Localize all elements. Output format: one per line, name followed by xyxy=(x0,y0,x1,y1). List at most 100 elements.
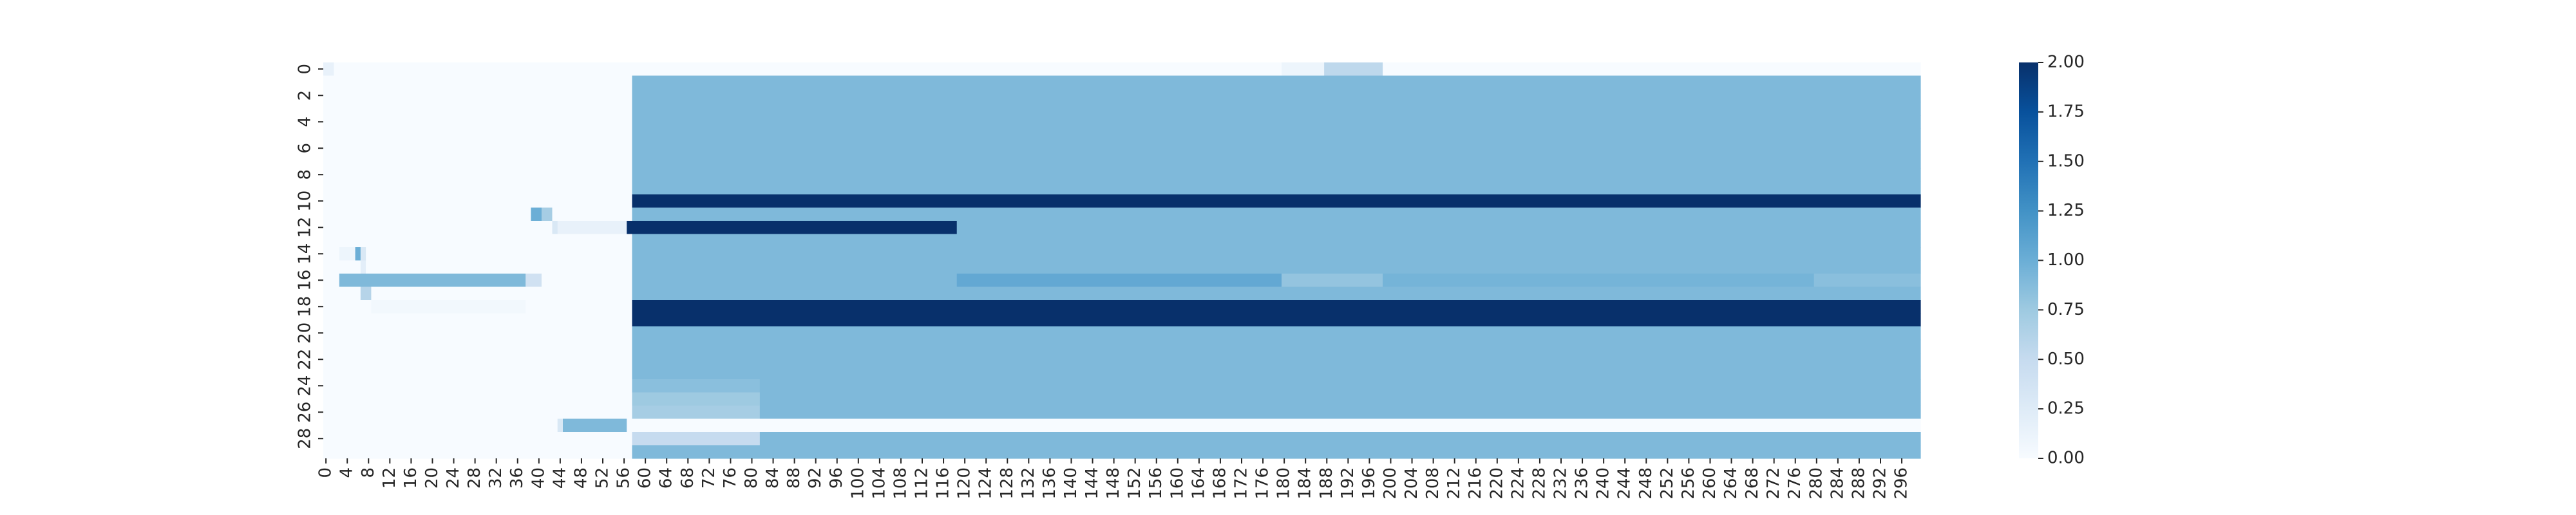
x-tick-label: 152 xyxy=(1125,467,1144,500)
x-tick-label: 72 xyxy=(699,467,719,489)
x-tick-label: 232 xyxy=(1551,467,1571,500)
x-tick-label: 260 xyxy=(1700,467,1719,500)
x-tick-label: 20 xyxy=(422,467,442,489)
heatmap-cell xyxy=(323,353,633,367)
heatmap-cell xyxy=(632,432,761,446)
heatmap-cell xyxy=(541,207,553,221)
x-tick-label: 68 xyxy=(678,467,697,489)
heatmap-cell xyxy=(632,142,1921,156)
colorbar-gradient xyxy=(2019,62,2038,458)
heatmap-cell xyxy=(759,432,1921,446)
heatmap-cell xyxy=(632,274,958,288)
heatmap-cell xyxy=(759,392,1921,406)
heatmap-cell xyxy=(632,115,1921,129)
heatmap-cells xyxy=(323,62,1921,459)
x-tick-label: 60 xyxy=(636,467,655,489)
x-tick-label: 80 xyxy=(742,467,761,489)
heatmap-cell xyxy=(323,300,372,314)
x-tick-label: 108 xyxy=(891,467,910,500)
x-tick-label: 12 xyxy=(380,467,399,489)
x-tick-label: 128 xyxy=(998,467,1017,500)
x-tick-label: 40 xyxy=(529,467,548,489)
x-tick-label: 64 xyxy=(657,467,676,489)
heatmap-cell xyxy=(1282,274,1383,288)
x-tick-label: 192 xyxy=(1338,467,1358,500)
x-tick-label: 280 xyxy=(1806,467,1826,500)
heatmap-cell xyxy=(323,339,633,353)
heatmap-cell xyxy=(323,260,361,274)
heatmap-cell xyxy=(632,75,1921,89)
x-tick-label: 248 xyxy=(1636,467,1656,500)
heatmap-cell xyxy=(1324,62,1383,77)
x-tick-label: 8 xyxy=(359,467,378,478)
y-tick-label: 18 xyxy=(296,296,315,317)
heatmap-cell xyxy=(323,115,633,129)
heatmap-cell xyxy=(360,247,366,261)
heatmap-cell xyxy=(323,247,340,261)
heatmap-cell xyxy=(632,194,1921,209)
x-tick-label: 188 xyxy=(1317,467,1336,500)
x-tick-label: 120 xyxy=(955,467,974,500)
heatmap-cell xyxy=(632,260,1921,274)
x-tick-label: 24 xyxy=(444,467,463,489)
x-tick-label: 284 xyxy=(1828,467,1847,500)
heatmap-cell xyxy=(563,418,627,433)
x-tick-label: 208 xyxy=(1423,467,1443,500)
heatmap-cell xyxy=(531,207,542,221)
x-tick-label: 292 xyxy=(1871,467,1890,500)
x-tick-label: 256 xyxy=(1679,467,1698,500)
heatmap-cell xyxy=(366,247,633,261)
x-tick-label: 28 xyxy=(465,467,484,489)
heatmap-cell xyxy=(632,379,761,393)
heatmap-cell xyxy=(323,142,633,156)
x-tick-label: 56 xyxy=(614,467,634,489)
heatmap-cell xyxy=(632,326,1921,341)
heatmap-cell xyxy=(323,326,633,341)
x-tick-label: 32 xyxy=(486,467,506,489)
heatmap-cell xyxy=(632,406,761,420)
heatmap-cell xyxy=(759,406,1921,420)
heatmap-cell xyxy=(1814,274,1921,288)
x-tick-label: 264 xyxy=(1721,467,1741,500)
heatmap-cell xyxy=(1383,274,1815,288)
y-tick-label: 24 xyxy=(296,375,315,397)
heatmap-cell xyxy=(632,102,1921,116)
x-tick-label: 116 xyxy=(934,467,953,500)
heatmap-cell xyxy=(371,300,526,314)
x-tick-label: 92 xyxy=(806,467,825,489)
x-tick-label: 104 xyxy=(869,467,889,500)
colorbar-tick-label: 0.00 xyxy=(2047,449,2085,468)
heatmap-cell xyxy=(526,274,542,288)
heatmap-cell xyxy=(632,300,1921,314)
x-tick-label: 0 xyxy=(316,467,336,478)
y-tick-label: 26 xyxy=(296,402,315,423)
x-tick-label: 156 xyxy=(1146,467,1166,500)
x-tick-label: 296 xyxy=(1892,467,1911,500)
heatmap-cell xyxy=(323,75,633,89)
heatmap-cell xyxy=(360,286,372,301)
heatmap-cell xyxy=(632,286,1921,301)
y-tick-label: 22 xyxy=(296,349,315,370)
heatmap-cell xyxy=(1282,62,1325,77)
heatmap-cell xyxy=(323,194,633,209)
heatmap-cell xyxy=(323,392,633,406)
x-tick-label: 172 xyxy=(1232,467,1251,500)
heatmap-cell xyxy=(557,221,627,235)
x-tick-label: 48 xyxy=(571,467,591,489)
heatmap-cell xyxy=(323,234,633,248)
heatmap-cell xyxy=(632,234,1921,248)
heatmap-cell xyxy=(323,286,361,301)
y-tick-label: 0 xyxy=(296,64,315,75)
colorbar-tick-label: 1.25 xyxy=(2047,201,2085,220)
x-tick-label: 100 xyxy=(848,467,867,500)
x-tick-label: 236 xyxy=(1573,467,1592,500)
x-tick-label: 276 xyxy=(1785,467,1804,500)
colorbar-tick-label: 1.75 xyxy=(2047,102,2085,121)
y-tick-label: 14 xyxy=(296,243,315,265)
x-tick-label: 220 xyxy=(1487,467,1506,500)
heatmap-cell xyxy=(323,181,633,195)
heatmap-cell xyxy=(632,207,1921,221)
heatmap-cell xyxy=(323,445,633,459)
x-tick-label: 44 xyxy=(550,467,569,489)
